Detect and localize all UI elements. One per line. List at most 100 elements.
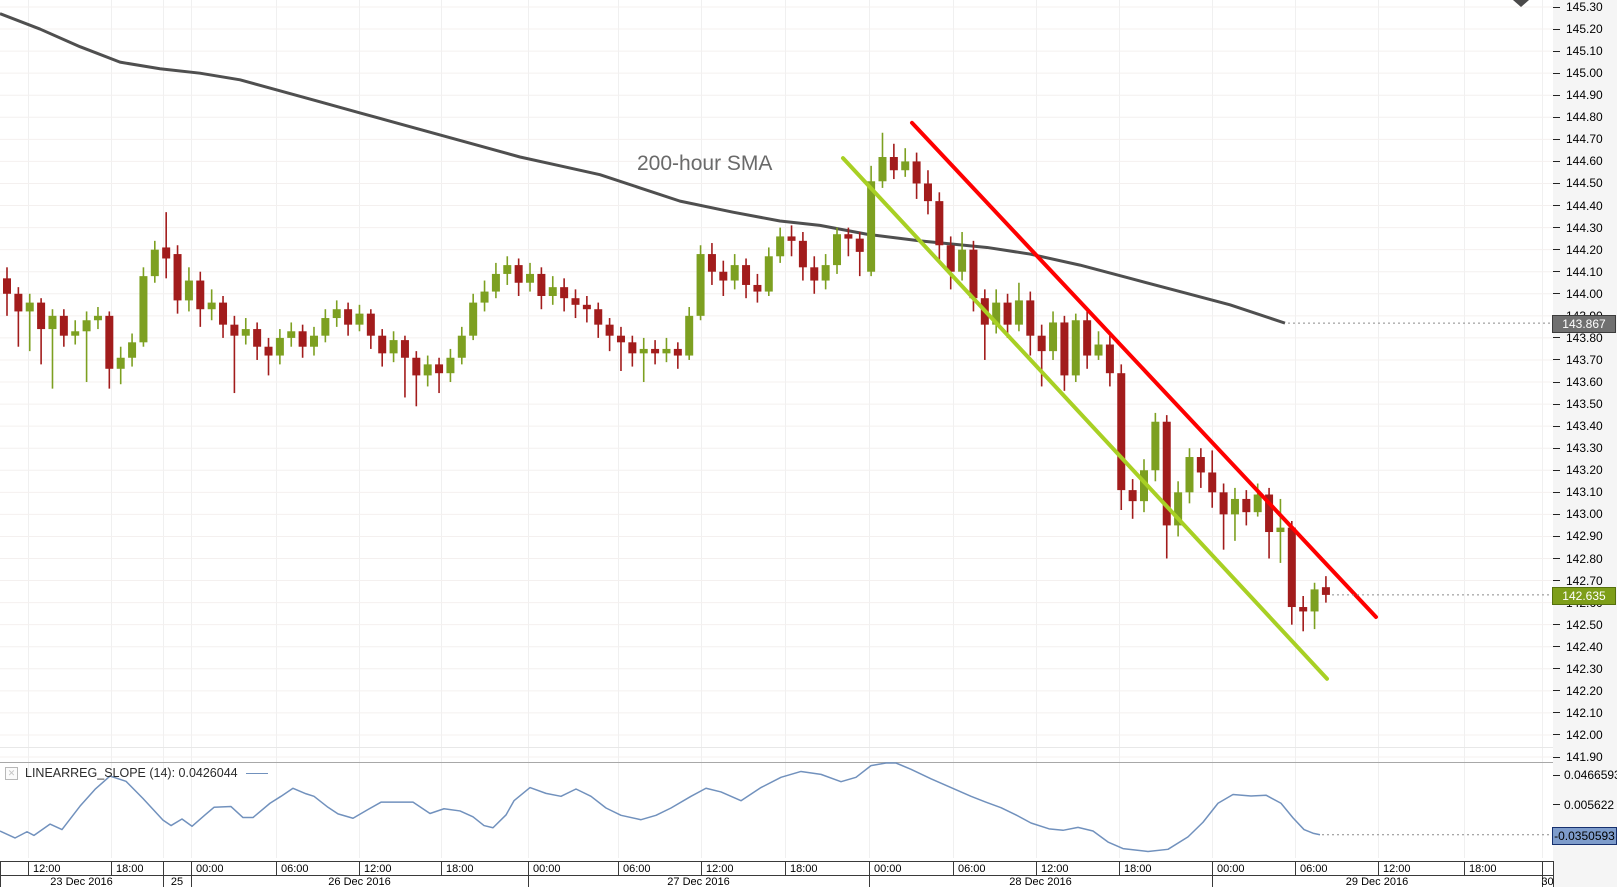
candle-body bbox=[1287, 527, 1296, 608]
candle-body bbox=[571, 298, 580, 305]
price-tick-label: 142.20 bbox=[1553, 684, 1603, 698]
candle-body bbox=[1105, 344, 1114, 374]
price-tick-label: 142.50 bbox=[1553, 618, 1603, 632]
candle-body bbox=[1128, 490, 1137, 502]
time-tick-label: 12:00 bbox=[706, 863, 734, 875]
candle-body bbox=[594, 309, 603, 325]
time-tick-label: 18:00 bbox=[116, 863, 144, 875]
price-tick-label: 142.40 bbox=[1553, 640, 1603, 654]
price-scale-area[interactable] bbox=[1553, 0, 1617, 887]
candle-body bbox=[82, 320, 91, 332]
candle-body bbox=[412, 357, 421, 376]
time-tick-label: 06:00 bbox=[281, 863, 309, 875]
price-tick-label: 144.10 bbox=[1553, 265, 1603, 279]
price-tick-label: 143.60 bbox=[1553, 375, 1603, 389]
channel-upper-red bbox=[910, 120, 1378, 619]
candle-body bbox=[821, 265, 830, 281]
candle-body bbox=[776, 236, 785, 257]
last-price-badge: 142.635 bbox=[1552, 586, 1616, 605]
candle-body bbox=[400, 340, 409, 358]
price-tick-label: 144.90 bbox=[1553, 88, 1603, 102]
candle-body bbox=[616, 335, 625, 343]
candle-body bbox=[1310, 589, 1319, 612]
candle-body bbox=[958, 249, 967, 272]
candle-body bbox=[14, 293, 23, 312]
candle-body bbox=[1060, 322, 1069, 376]
candle-body bbox=[1208, 472, 1217, 493]
candle-body bbox=[230, 324, 239, 336]
candle-body bbox=[901, 161, 910, 171]
candle-body bbox=[1162, 421, 1171, 526]
candle-body bbox=[287, 331, 296, 338]
price-tick-label: 143.80 bbox=[1553, 331, 1603, 345]
candle-body bbox=[1276, 527, 1285, 533]
candle-body bbox=[446, 357, 455, 374]
price-tick-label: 143.70 bbox=[1553, 353, 1603, 367]
date-segment-label: 26 Dec 2016 bbox=[328, 875, 391, 888]
time-tick-label: 18:00 bbox=[790, 863, 818, 875]
candle-body bbox=[184, 280, 193, 301]
price-tick-label: 142.80 bbox=[1553, 552, 1603, 566]
candle-body bbox=[548, 287, 557, 296]
time-tick-label: 12:00 bbox=[364, 863, 392, 875]
candle-body bbox=[753, 284, 762, 292]
price-tick-label: 145.20 bbox=[1553, 22, 1603, 36]
indicator-label: LINEARREG_SLOPE (14): 0.0426044 bbox=[25, 766, 238, 780]
candle-body bbox=[1026, 300, 1035, 336]
candle-body bbox=[798, 240, 807, 268]
candle-body bbox=[662, 348, 671, 354]
candle-body bbox=[71, 331, 80, 336]
price-tick-label: 142.70 bbox=[1553, 574, 1603, 588]
candle-body bbox=[480, 291, 489, 303]
candle-body bbox=[366, 313, 375, 336]
candle-body bbox=[423, 364, 432, 376]
indicator-value-badge: -0.0350593 bbox=[1552, 826, 1617, 845]
time-tick-label: 00:00 bbox=[196, 863, 224, 875]
candle-body bbox=[946, 245, 955, 272]
sma-annotation-label: 200-hour SMA bbox=[637, 152, 773, 175]
price-tick-label: 142.00 bbox=[1553, 728, 1603, 742]
candle-body bbox=[457, 335, 466, 358]
candle-body bbox=[1071, 320, 1080, 376]
candle-body bbox=[173, 254, 182, 301]
candle-body bbox=[48, 315, 57, 330]
linearreg-slope-line bbox=[0, 762, 1321, 853]
candle-body bbox=[844, 234, 853, 239]
candle-body bbox=[1196, 457, 1205, 473]
time-tick-label: 00:00 bbox=[1217, 863, 1245, 875]
candle-body bbox=[1003, 302, 1012, 325]
candle-body bbox=[1174, 492, 1183, 526]
candle-body bbox=[889, 157, 898, 171]
candle-body bbox=[707, 254, 716, 272]
candle-body bbox=[537, 273, 546, 296]
time-tick-label: 06:00 bbox=[1300, 863, 1328, 875]
time-tick-label: 00:00 bbox=[533, 863, 561, 875]
candle-body bbox=[1140, 470, 1148, 502]
candle-body bbox=[139, 276, 148, 343]
price-tick-label: 144.70 bbox=[1553, 132, 1603, 146]
price-tick-label: 142.30 bbox=[1553, 662, 1603, 676]
candle-body bbox=[1094, 344, 1103, 356]
candle-body bbox=[150, 249, 159, 277]
scale-marker-triangle-icon bbox=[1513, 0, 1529, 7]
candle-body bbox=[810, 267, 819, 281]
candle-body bbox=[378, 335, 387, 354]
candle-body bbox=[344, 309, 353, 325]
indicator-remove-icon[interactable]: ✕ bbox=[5, 766, 18, 780]
candle-body bbox=[37, 302, 46, 330]
candle-body bbox=[560, 287, 569, 299]
candle-body bbox=[253, 329, 262, 347]
candle-body bbox=[912, 161, 921, 184]
price-tick-label: 144.30 bbox=[1553, 221, 1603, 235]
candle-body bbox=[264, 346, 273, 356]
indicator-tick-label: 0.0466593 bbox=[1553, 768, 1617, 782]
price-tick-label: 143.40 bbox=[1553, 419, 1603, 433]
time-tick-label: 12:00 bbox=[1041, 863, 1069, 875]
candle-body bbox=[787, 236, 796, 241]
candle-body bbox=[435, 364, 444, 374]
price-tick-label: 143.50 bbox=[1553, 397, 1603, 411]
time-tick-label: 18:00 bbox=[1469, 863, 1497, 875]
time-tick-label: 12:00 bbox=[33, 863, 61, 875]
candle-body bbox=[332, 309, 341, 319]
